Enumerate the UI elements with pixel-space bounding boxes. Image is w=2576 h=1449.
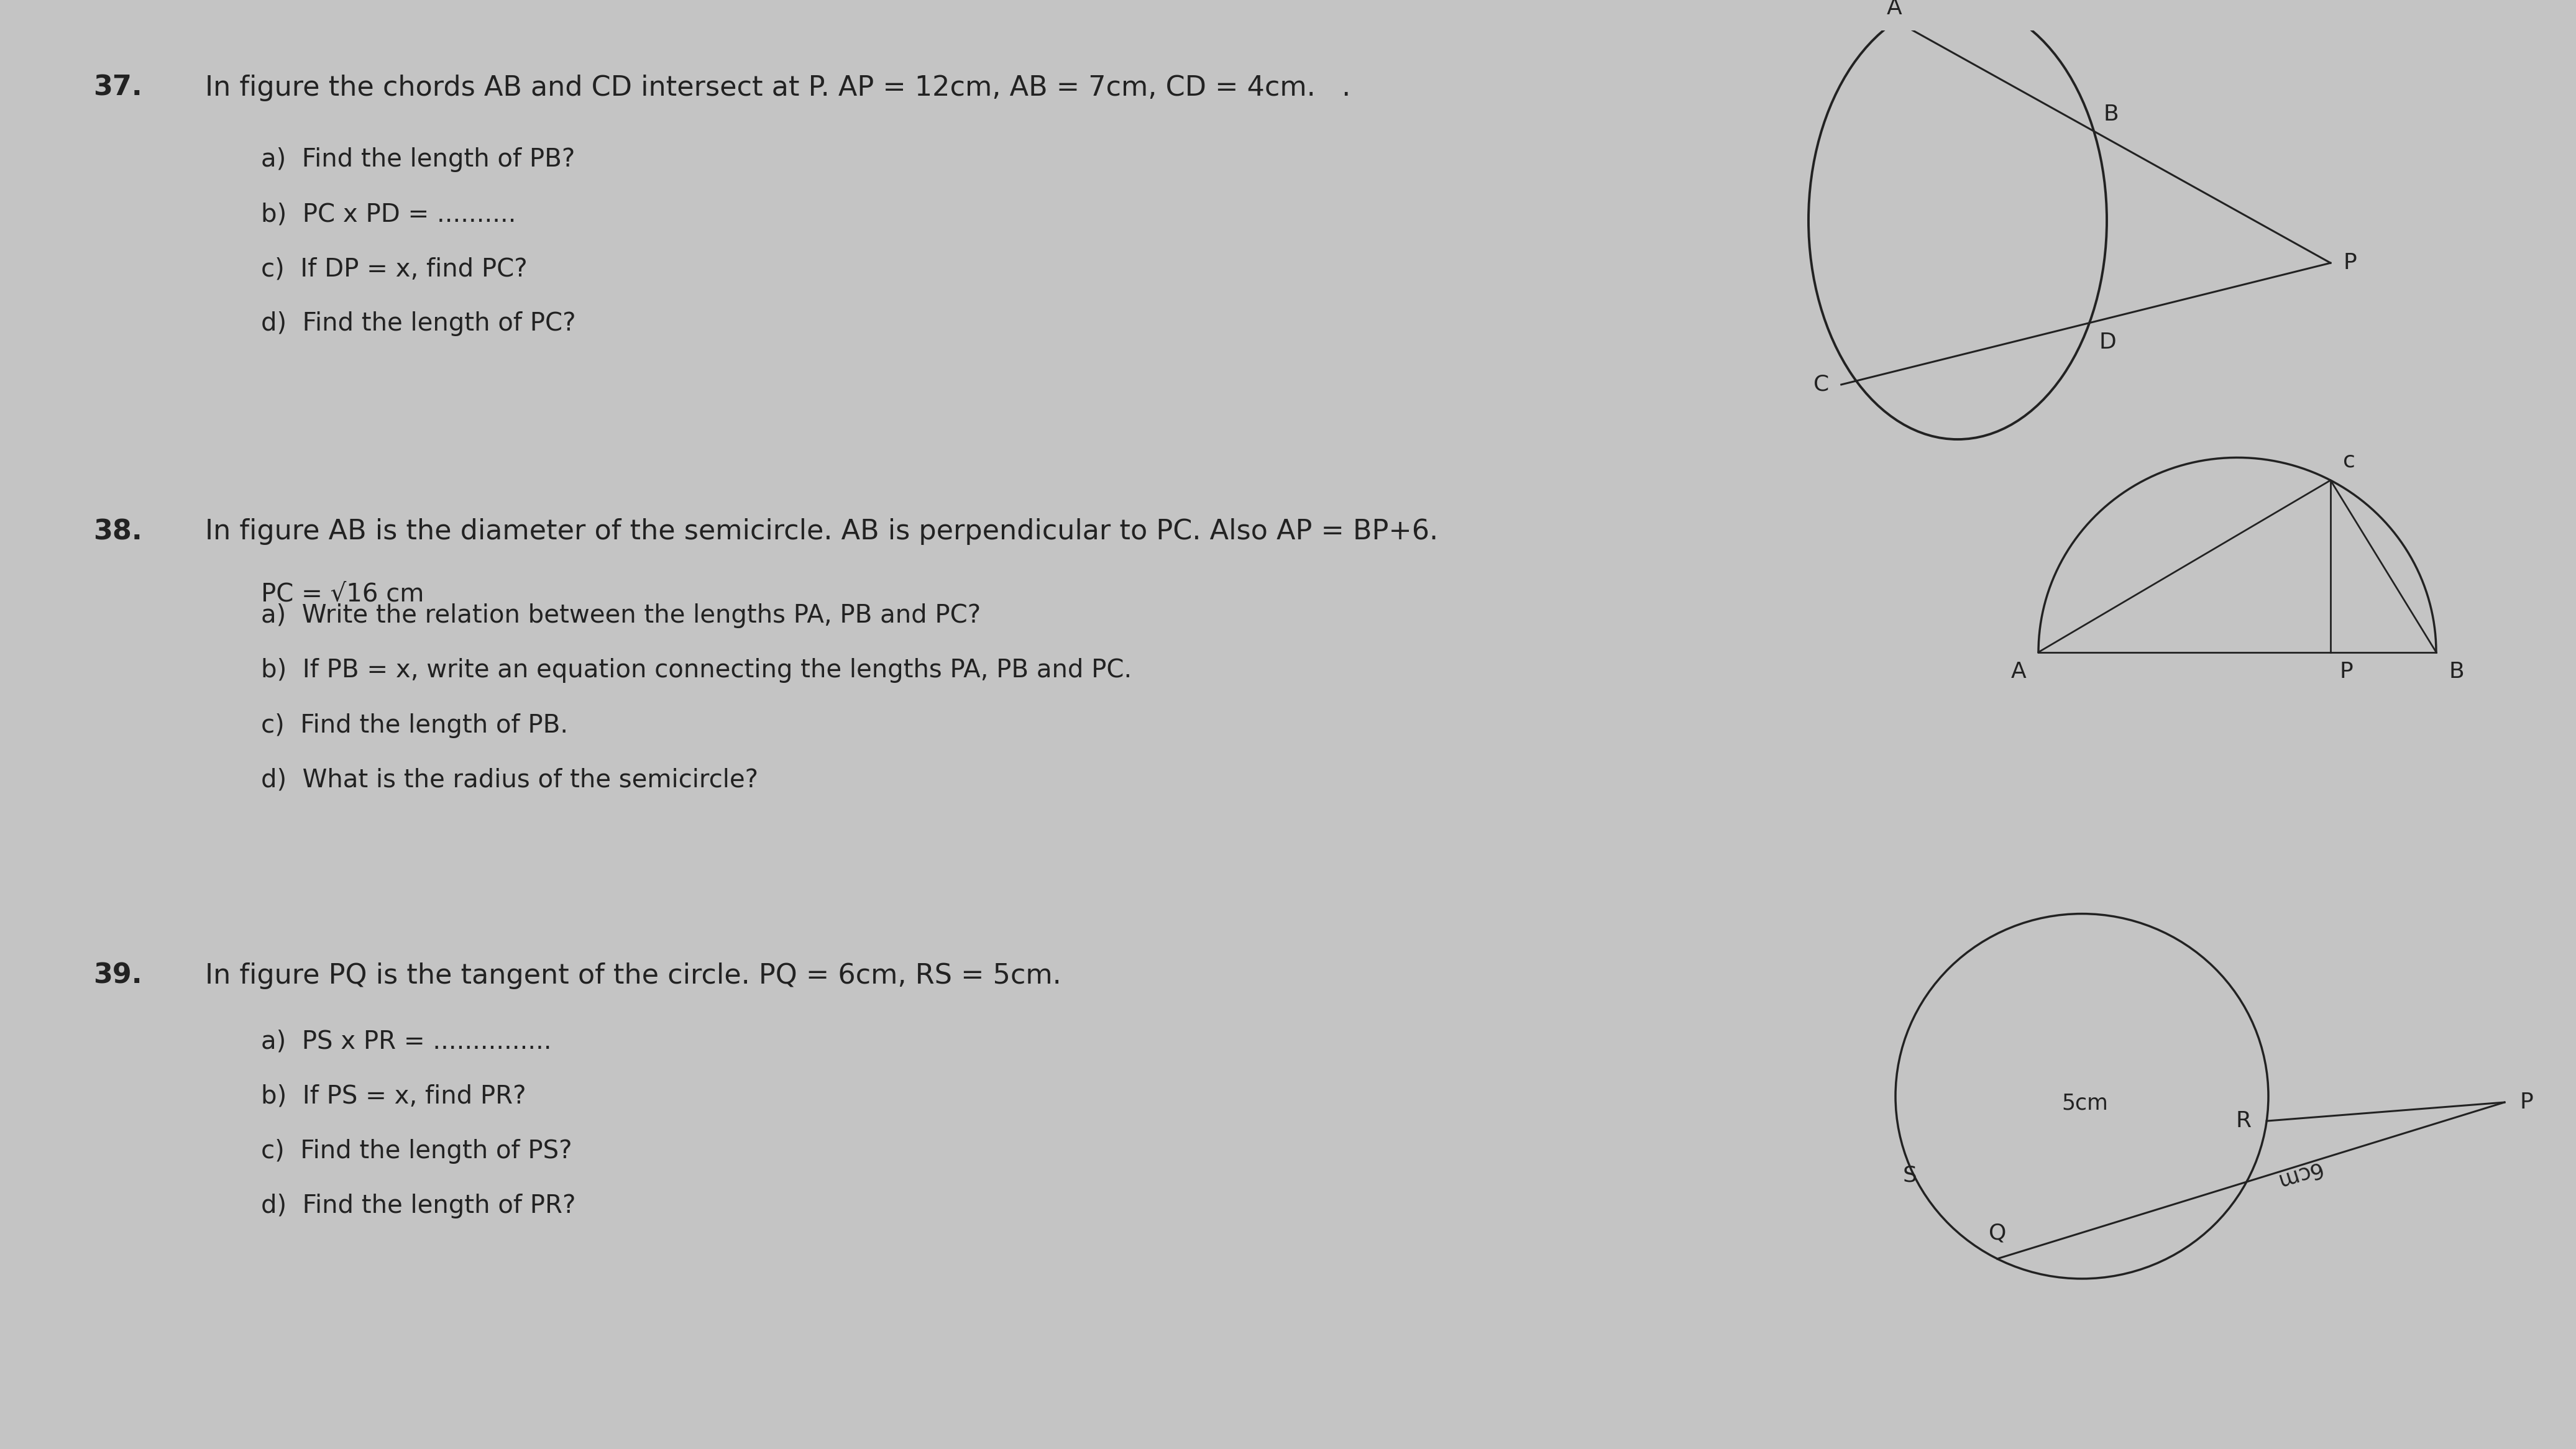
Text: 38.: 38.	[93, 519, 142, 545]
Text: C: C	[1814, 374, 1829, 396]
Text: 6cm: 6cm	[2272, 1158, 2324, 1191]
Text: a)  Write the relation between the lengths PA, PB and PC?: a) Write the relation between the length…	[260, 604, 981, 629]
Text: PC = √16 cm: PC = √16 cm	[260, 582, 425, 607]
Text: c)  If DP = x, find PC?: c) If DP = x, find PC?	[260, 256, 528, 281]
Text: D: D	[2099, 332, 2115, 354]
Text: 37.: 37.	[93, 74, 142, 101]
Text: c)  Find the length of PB.: c) Find the length of PB.	[260, 713, 569, 738]
Text: d)  Find the length of PC?: d) Find the length of PC?	[260, 312, 577, 336]
Text: d)  What is the radius of the semicircle?: d) What is the radius of the semicircle?	[260, 768, 757, 793]
Text: c)  Find the length of PS?: c) Find the length of PS?	[260, 1139, 572, 1164]
Text: B: B	[2450, 661, 2463, 682]
Text: c: c	[2344, 451, 2354, 471]
Text: 5cm: 5cm	[2061, 1093, 2107, 1114]
Text: B: B	[2102, 104, 2117, 125]
Text: R: R	[2236, 1110, 2251, 1132]
Text: b)  If PS = x, find PR?: b) If PS = x, find PR?	[260, 1084, 526, 1108]
Text: Q: Q	[1989, 1223, 2007, 1243]
Text: P: P	[2339, 661, 2354, 682]
Text: a)  Find the length of PB?: a) Find the length of PB?	[260, 148, 574, 172]
Text: In figure PQ is the tangent of the circle. PQ = 6cm, RS = 5cm.: In figure PQ is the tangent of the circl…	[206, 962, 1061, 990]
Text: In figure AB is the diameter of the semicircle. AB is perpendicular to PC. Also : In figure AB is the diameter of the semi…	[206, 519, 1437, 545]
Text: a)  PS x PR = ...............: a) PS x PR = ...............	[260, 1029, 551, 1055]
Text: 39.: 39.	[93, 962, 142, 990]
Text: S: S	[1904, 1165, 1917, 1185]
Text: A: A	[1886, 0, 1901, 19]
Text: b)  PC x PD = ..........: b) PC x PD = ..........	[260, 201, 515, 227]
Text: P: P	[2344, 252, 2357, 274]
Text: P: P	[2519, 1091, 2535, 1113]
Text: d)  Find the length of PR?: d) Find the length of PR?	[260, 1194, 574, 1219]
Text: A: A	[2012, 661, 2025, 682]
Text: In figure the chords AB and CD intersect at P. AP = 12cm, AB = 7cm, CD = 4cm.   : In figure the chords AB and CD intersect…	[206, 74, 1350, 101]
Text: b)  If PB = x, write an equation connecting the lengths PA, PB and PC.: b) If PB = x, write an equation connecti…	[260, 658, 1131, 682]
